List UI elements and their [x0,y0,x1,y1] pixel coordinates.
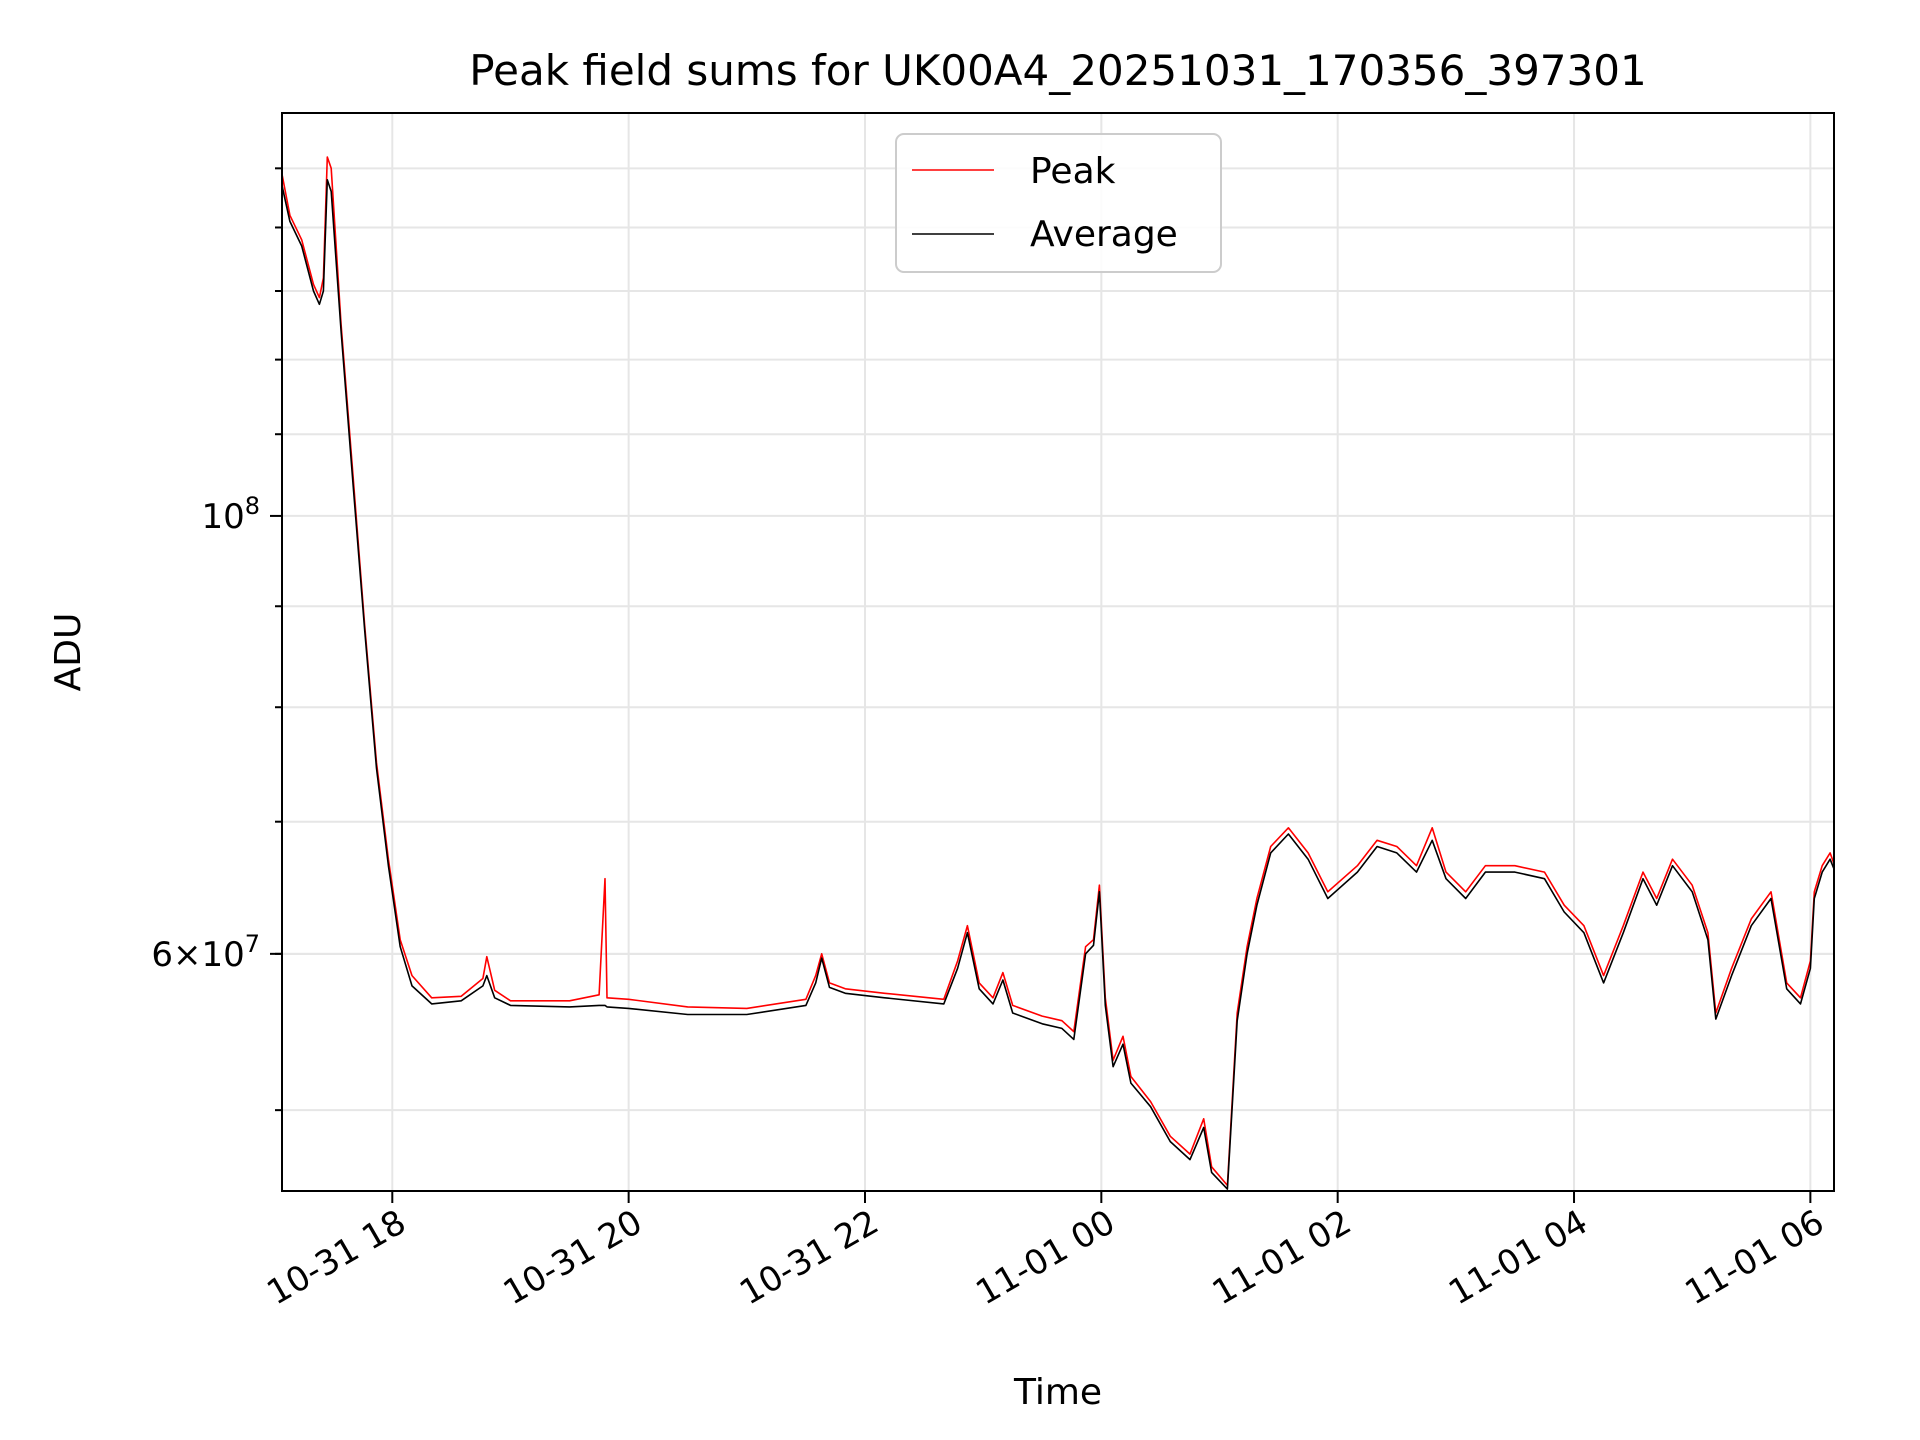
legend-average-label: Average [1030,214,1178,255]
x-tick-label: 11-01 00 [969,1202,1121,1313]
x-tick-label: 10-31 18 [260,1202,412,1313]
y-axis: 108 6×107 [151,167,282,1112]
x-tick-label: 11-01 06 [1678,1202,1830,1313]
x-tick-label: 10-31 22 [733,1202,885,1313]
plot-frame [281,112,1835,1192]
legend: Peak Average [895,133,1222,273]
y-tick-label: 6×107 [151,930,260,975]
x-tick-label: 11-01 02 [1206,1202,1358,1313]
x-axis-label: Time [1013,1372,1102,1413]
y-axis-label: ADU [48,613,89,692]
series-peak-line [282,156,1834,1187]
x-tick-label: 10-31 20 [497,1202,649,1313]
legend-frame [895,133,1222,273]
series-average-line [282,179,1834,1190]
chart-title: Peak field sums for UK00A4_20251031_1703… [469,46,1646,95]
grid [282,113,1834,1191]
x-tick-label: 11-01 04 [1442,1202,1594,1313]
x-axis: 10-31 18 10-31 20 10-31 22 11-01 00 11-01 02… [260,1191,1831,1313]
y-tick-label: 108 [201,492,260,537]
legend-peak-label: Peak [1030,151,1116,192]
series-layer [282,156,1834,1190]
